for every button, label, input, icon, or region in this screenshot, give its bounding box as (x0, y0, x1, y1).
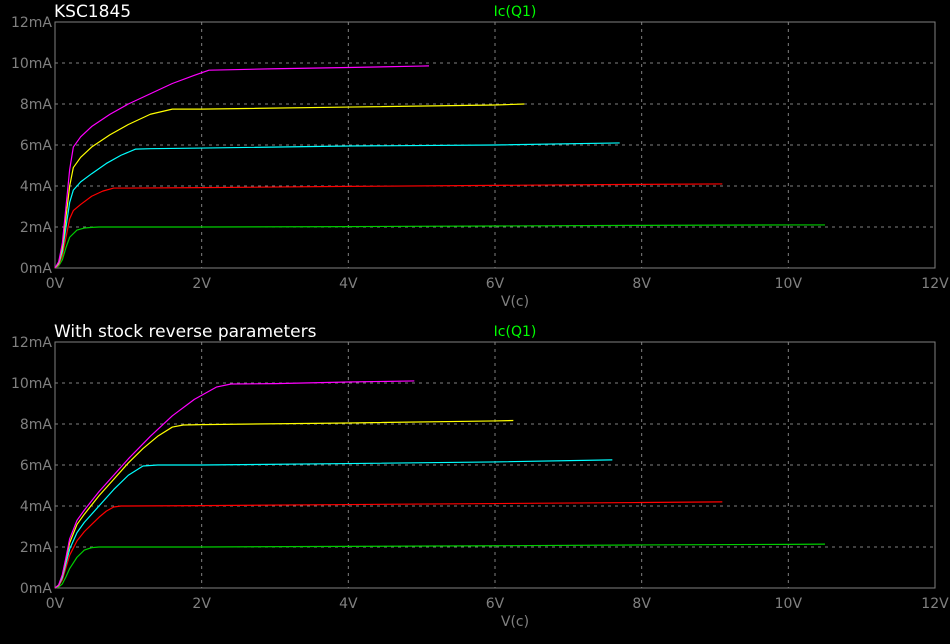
y-tick-label: 6mA (20, 138, 53, 154)
plot-frame (54, 21, 936, 269)
y-tick-label: 10mA (11, 56, 52, 72)
plot-frame (54, 341, 936, 589)
series-line-1 (54, 224, 825, 269)
x-tick-label: 10V (775, 276, 803, 292)
series-line-5 (54, 65, 430, 269)
x-tick-label: 12V (921, 276, 949, 292)
x-tick-label: 0V (46, 276, 65, 292)
x-tick-label: 4V (339, 596, 358, 612)
series-line-3 (54, 142, 620, 269)
x-tick-label: 8V (632, 596, 651, 612)
y-tick-label: 4mA (20, 179, 53, 195)
x-tick-label: 10V (775, 596, 803, 612)
plot-title: KSC1845 (54, 2, 131, 22)
series-line-1 (54, 543, 826, 589)
x-axis-label: V(c) (501, 294, 529, 310)
x-tick-label: 6V (486, 596, 505, 612)
plot-pane-2: 0mA 2mA 4mA 6mA 8mA 10mA 12mA 0V 2V 4V 6V 8V 10V 12V V… (11, 322, 949, 630)
x-axis-label: V(c) (501, 614, 529, 630)
y-tick-label: 12mA (11, 335, 52, 351)
y-tick-label: 12mA (11, 15, 52, 31)
x-tick-label: 6V (486, 276, 505, 292)
x-tick-label: 8V (632, 276, 651, 292)
x-tick-label: 0V (46, 596, 65, 612)
y-tick-label: 2mA (20, 540, 53, 556)
series-line-4 (54, 103, 525, 269)
series-line-5 (54, 380, 415, 589)
series-line-2 (54, 183, 723, 269)
y-tick-label: 8mA (20, 97, 53, 113)
y-tick-label: 0mA (20, 581, 53, 597)
y-tick-label: 8mA (20, 417, 53, 433)
y-tick-label: 4mA (20, 499, 53, 515)
series-line-2 (54, 501, 723, 589)
plot-pane-1: 0mA 2mA 4mA 6mA 8mA 10mA 12mA 0V 2V 4V 6V 8V 10V 12V V… (11, 2, 949, 310)
y-tick-label: 2mA (20, 220, 53, 236)
x-tick-label: 2V (192, 596, 211, 612)
trace-label: Ic(Q1) (494, 4, 537, 20)
y-tick-label: 0mA (20, 261, 53, 277)
trace-label: Ic(Q1) (494, 324, 537, 340)
series-line-3 (54, 459, 613, 589)
x-tick-label: 2V (192, 276, 211, 292)
y-tick-label: 10mA (11, 376, 52, 392)
x-tick-label: 4V (339, 276, 358, 292)
y-tick-label: 6mA (20, 458, 53, 474)
x-tick-label: 12V (921, 596, 949, 612)
plot-title: With stock reverse parameters (54, 322, 317, 342)
